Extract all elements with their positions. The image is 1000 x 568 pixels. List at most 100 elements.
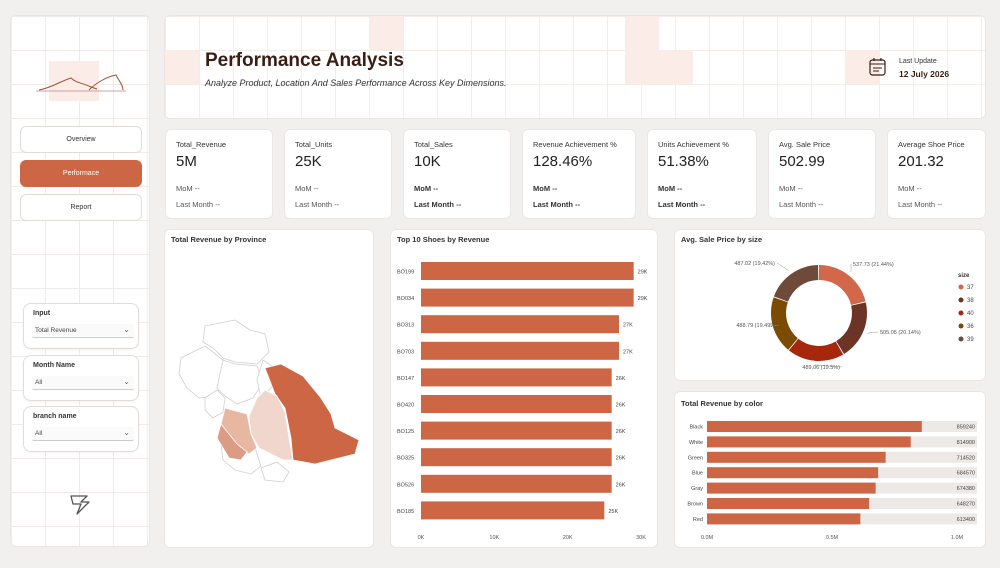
- branch-slicer[interactable]: branch name All ⌄: [23, 406, 139, 452]
- map-region: [178, 345, 226, 399]
- data-label: 27K: [623, 323, 633, 329]
- bar: [707, 421, 922, 432]
- map-region: [202, 319, 270, 365]
- data-label: 26K: [616, 429, 626, 435]
- kpi-last-month: Last Month --: [295, 200, 340, 209]
- legend-marker: [958, 336, 964, 342]
- last-update-label: Last Update: [899, 58, 937, 65]
- kpi-title: Units Achievement %: [658, 140, 729, 149]
- kpi-value: 502.99: [779, 153, 825, 170]
- slice-label: 505.05 (20.14%): [880, 330, 921, 336]
- kpi-card-total-sales: Total_Sales 10K MoM -- Last Month --: [403, 129, 511, 219]
- top10-shoes-chart[interactable]: BO199 29K BO034 29K BO313 27K BO703 27K BO147 26K…: [391, 248, 659, 548]
- y-tick-label: Black: [690, 425, 704, 431]
- month-slicer[interactable]: Month Name All ⌄: [23, 355, 139, 401]
- size-donut-visual[interactable]: Avg. Sale Price by size 537.73 (21.44%) 5…: [674, 229, 986, 381]
- legend-marker: [958, 284, 964, 290]
- dropdown-value: Total Revenue: [35, 327, 77, 334]
- map-region: [260, 461, 290, 483]
- branch-dropdown[interactable]: All ⌄: [32, 427, 134, 441]
- bar: [421, 448, 612, 467]
- chevron-down-icon: ⌄: [123, 325, 130, 334]
- chevron-down-icon: ⌄: [123, 428, 130, 437]
- legend-marker: [958, 310, 964, 316]
- province-map[interactable]: [165, 248, 375, 548]
- kpi-last-month: Last Month --: [414, 200, 462, 209]
- province-map-visual[interactable]: Total Revenue by Province: [164, 229, 374, 548]
- kpi-mom: MoM --: [533, 184, 558, 193]
- data-label: 29K: [638, 296, 648, 302]
- chart-title: Total Revenue by Province: [171, 235, 267, 244]
- x-tick-label: 10K: [489, 535, 499, 541]
- x-tick-label: 0.5M: [826, 535, 839, 541]
- bar: [421, 395, 612, 413]
- kpi-title: Average Shoe Price: [898, 140, 965, 149]
- kpi-value: 10K: [414, 153, 441, 170]
- y-tick-label: BO325: [397, 456, 414, 462]
- sidebar: Overview Performace Report Input Total R…: [10, 15, 150, 547]
- data-label: 814900: [957, 440, 975, 446]
- y-tick-label: BO420: [397, 403, 414, 409]
- bar: [421, 421, 612, 440]
- y-tick-label: BO034: [397, 296, 414, 302]
- y-tick-label: BO313: [397, 323, 414, 329]
- y-tick-label: BO199: [397, 270, 414, 276]
- kpi-last-month: Last Month --: [898, 200, 943, 209]
- x-tick-label: 0.0M: [701, 535, 714, 541]
- kpi-mom: MoM --: [295, 184, 319, 193]
- kpi-mom: MoM --: [779, 184, 803, 193]
- y-tick-label: BO703: [397, 349, 414, 355]
- bar: [707, 482, 876, 494]
- kpi-last-month: Last Month --: [779, 200, 824, 209]
- header: Performance Analysis Analyze Product, Lo…: [164, 15, 986, 119]
- top10-shoes-visual[interactable]: Top 10 Shoes by Revenue BO199 29K BO034 29K…: [390, 229, 658, 548]
- kpi-last-month: Last Month --: [176, 200, 221, 209]
- month-dropdown[interactable]: All ⌄: [32, 376, 134, 390]
- kpi-card-average-shoe-price: Average Shoe Price 201.32 MoM -- Last Mo…: [887, 129, 986, 219]
- data-label: 26K: [616, 376, 626, 382]
- kpi-value: 25K: [295, 153, 322, 170]
- legend-marker: [958, 297, 964, 303]
- slicer-title: Input: [33, 310, 51, 317]
- legend-title: size: [958, 273, 970, 279]
- bar: [707, 467, 879, 479]
- nav-overview-button[interactable]: Overview: [20, 126, 142, 153]
- color-revenue-chart[interactable]: Black 859240 White 814900 Green 714520 Blue 684…: [675, 412, 987, 552]
- donut-slice: [819, 265, 866, 306]
- brand-logo-icon: [67, 490, 95, 518]
- shoe-logo-icon: [31, 61, 131, 101]
- size-donut-chart[interactable]: 537.73 (21.44%) 505.05 (20.14%) 489.06 (19…: [675, 242, 987, 382]
- kpi-mom: MoM --: [176, 184, 200, 193]
- kpi-title: Total_Revenue: [176, 140, 227, 149]
- legend-label: 38: [967, 298, 974, 304]
- bar: [421, 262, 634, 280]
- slicer-title: Month Name: [33, 362, 75, 369]
- map-region: [216, 359, 264, 405]
- y-tick-label: White: [689, 440, 703, 446]
- input-slicer[interactable]: Input Total Revenue ⌄: [23, 303, 139, 349]
- bar: [707, 436, 911, 448]
- kpi-mom: MoM --: [898, 184, 922, 193]
- leader-line: [815, 364, 843, 368]
- data-label: 674380: [957, 486, 975, 492]
- color-revenue-visual[interactable]: Total Revenue by color Black 859240 White 8…: [674, 391, 986, 548]
- y-tick-label: Brown: [687, 502, 703, 508]
- nav-performance-button[interactable]: Performace: [20, 160, 142, 187]
- data-label: 29K: [638, 270, 648, 276]
- leader-line: [776, 262, 789, 271]
- y-tick-label: Green: [688, 455, 703, 461]
- chart-title: Avg. Sale Price by size: [681, 235, 763, 244]
- slice-label: 537.73 (21.44%): [853, 262, 894, 268]
- nav-report-button[interactable]: Report: [20, 194, 142, 221]
- kpi-value: 5M: [176, 153, 197, 170]
- legend-marker: [958, 323, 964, 329]
- kpi-title: Total_Units: [295, 140, 333, 149]
- data-label: 613400: [957, 517, 975, 523]
- y-tick-label: BO526: [397, 482, 414, 488]
- y-tick-label: Red: [693, 517, 703, 523]
- data-label: 27K: [623, 349, 633, 355]
- input-dropdown[interactable]: Total Revenue ⌄: [32, 324, 134, 338]
- map-region-eastern: [264, 363, 360, 465]
- bar: [421, 368, 612, 387]
- kpi-last-month: Last Month --: [533, 200, 581, 209]
